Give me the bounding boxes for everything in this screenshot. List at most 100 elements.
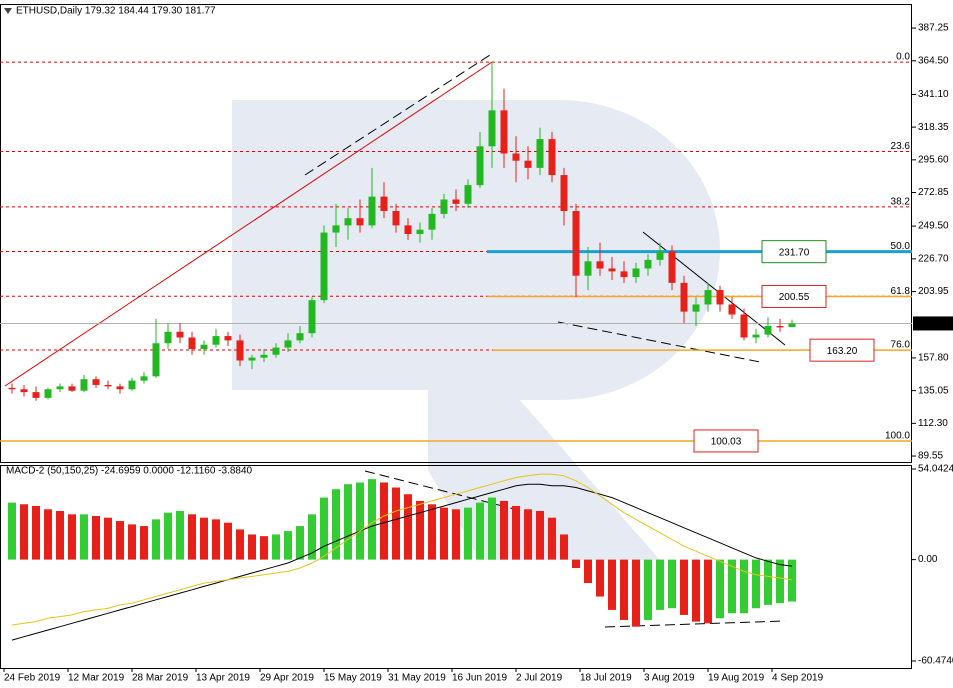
- macd-bar: [176, 510, 184, 560]
- candle-body: [224, 336, 232, 341]
- candle-body: [560, 175, 568, 212]
- candle-body: [680, 282, 688, 312]
- macd-panel-border: [0, 465, 912, 669]
- macd-bar: [560, 534, 568, 560]
- watermark-bowl: [428, 100, 720, 560]
- macd-bar: [56, 510, 64, 560]
- trend-line: [4, 61, 493, 387]
- macd-bar: [272, 534, 280, 560]
- fib-label: 61.8: [891, 286, 911, 297]
- macd-bar: [44, 509, 52, 560]
- candle-body: [140, 376, 148, 381]
- macd-bar: [668, 559, 676, 609]
- candle-body: [68, 386, 76, 391]
- macd-bar: [680, 559, 688, 615]
- candle-body: [344, 218, 352, 226]
- candle-body: [692, 304, 700, 312]
- candle-body: [656, 251, 664, 260]
- x-tick-label: 15 May 2019: [324, 673, 382, 684]
- y-tick-label: 249.50: [918, 221, 949, 232]
- macd-bar: [596, 559, 604, 597]
- candle-body: [104, 384, 112, 387]
- macd-bar: [380, 482, 388, 560]
- candle-body: [608, 268, 616, 272]
- macd-bar: [80, 514, 88, 560]
- macd-bar: [524, 509, 532, 560]
- watermark-stem: [232, 100, 428, 390]
- candle-body: [44, 389, 52, 398]
- y-tick-label: 226.70: [918, 254, 949, 265]
- candle-body: [176, 331, 184, 338]
- macd-bar: [548, 517, 556, 560]
- candle-body: [368, 196, 376, 226]
- macd-bar: [572, 559, 580, 568]
- candle-body: [644, 259, 652, 269]
- y-tick-label: 295.60: [918, 154, 949, 165]
- candle-body: [188, 337, 196, 350]
- macd-bar: [740, 559, 748, 614]
- candle-body: [116, 386, 124, 390]
- menu-icon: [4, 8, 12, 14]
- watermark: [232, 100, 720, 560]
- macd-bar: [212, 519, 220, 560]
- candle-body: [80, 379, 88, 391]
- candle-body: [440, 199, 448, 214]
- candle-body: [248, 357, 256, 361]
- candle-body: [752, 334, 760, 338]
- candle-body: [728, 304, 736, 315]
- level-label: 163.20: [827, 346, 858, 357]
- candle-body: [320, 232, 328, 301]
- candle-body: [380, 196, 388, 212]
- fib-label: 0.0: [896, 52, 910, 63]
- y-tick-label: 112.30: [918, 418, 948, 429]
- current-price-box: [913, 316, 953, 331]
- macd-bar: [476, 502, 484, 560]
- macd-bar: [248, 534, 256, 560]
- candle-body: [260, 354, 268, 358]
- candle-body: [548, 139, 556, 176]
- candle-body: [704, 290, 712, 305]
- macd-bar: [332, 489, 340, 560]
- current-price-label: 181.77: [919, 318, 950, 329]
- candle-body: [740, 314, 748, 338]
- macd-bar: [776, 559, 784, 604]
- macd-bar: [200, 517, 208, 560]
- candle-body: [572, 211, 580, 276]
- fib-label: 38.2: [891, 196, 911, 207]
- x-tick-label: 4 Sep 2019: [772, 673, 824, 684]
- candle-body: [620, 271, 628, 278]
- macd-bar: [692, 559, 700, 622]
- trend-line: [557, 321, 761, 363]
- candle-body: [20, 389, 28, 393]
- candle-body: [332, 225, 340, 233]
- candle-body: [512, 153, 520, 161]
- macd-bar: [8, 502, 16, 560]
- candle-body: [56, 386, 64, 390]
- candle-body: [776, 326, 784, 328]
- level-label: 100.03: [711, 437, 742, 448]
- macd-bar: [764, 559, 772, 605]
- candle-body: [668, 251, 676, 283]
- macd-bar: [224, 522, 232, 560]
- macd-bar: [320, 497, 328, 560]
- x-tick-label: 2 Jul 2019: [516, 673, 563, 684]
- x-tick-label: 24 Feb 2019: [4, 673, 61, 684]
- candle-body: [392, 211, 400, 226]
- candle-body: [596, 261, 604, 269]
- macd-bar: [788, 559, 796, 602]
- x-tick-label: 29 Apr 2019: [260, 673, 314, 684]
- y-tick-label: 135.05: [918, 385, 949, 396]
- x-tick-label: 19 Aug 2019: [708, 673, 765, 684]
- macd-bar: [140, 526, 148, 560]
- macd-bar: [644, 559, 652, 620]
- candle-body: [92, 379, 100, 385]
- macd-bar: [188, 514, 196, 560]
- level-box: [693, 429, 759, 453]
- x-tick-label: 18 Jul 2019: [580, 673, 632, 684]
- level-label: 200.55: [779, 292, 810, 303]
- macd-bar: [236, 529, 244, 560]
- macd-bar: [128, 524, 136, 560]
- macd-bar: [656, 559, 664, 610]
- macd-bar: [152, 519, 160, 560]
